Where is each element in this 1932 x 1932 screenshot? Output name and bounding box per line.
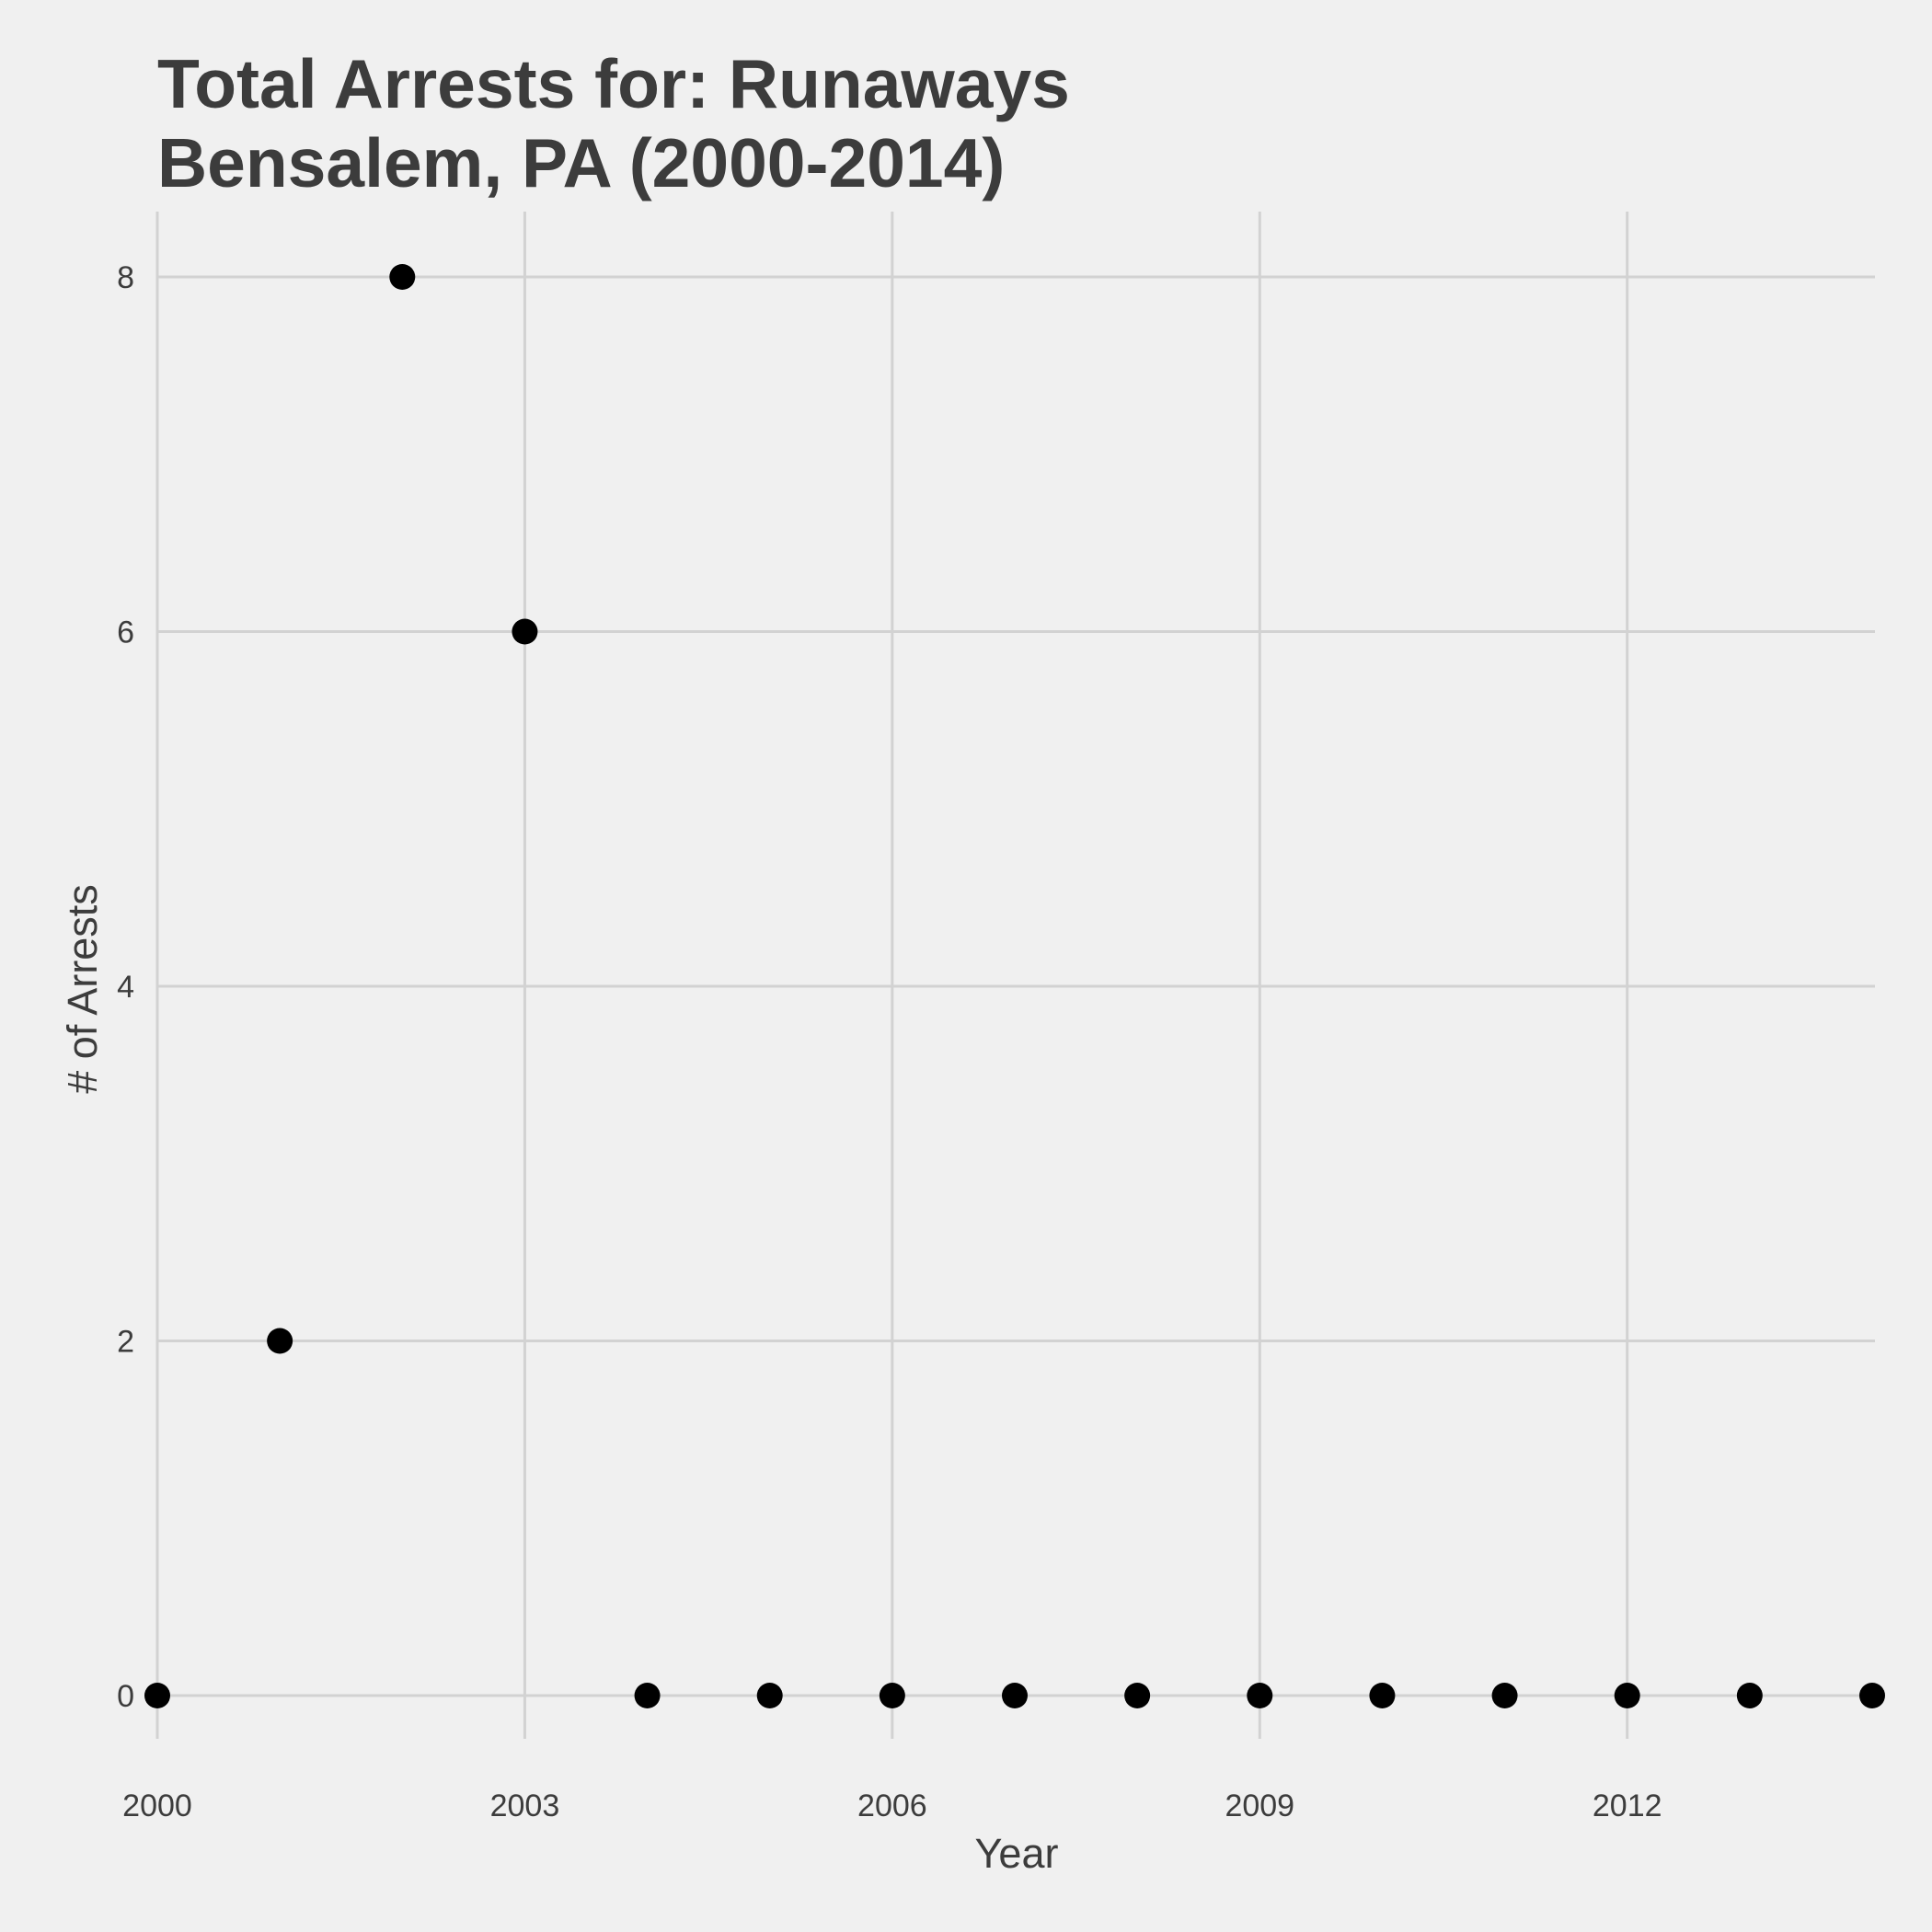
data-point [1369,1683,1396,1708]
data-point [1614,1683,1640,1708]
chart-title-block: Total Arrests for: Runaways Bensalem, PA… [157,44,1070,202]
x-tick-label: 2009 [1225,1788,1294,1823]
chart-title: Total Arrests for: Runaways [157,45,1070,122]
y-axis-title: # of Arrests [59,884,106,1094]
data-points [144,264,1885,1708]
data-point [1124,1683,1151,1708]
grid [155,212,1875,1739]
data-point [1247,1683,1273,1708]
data-point [1491,1683,1518,1708]
data-point [512,618,538,645]
data-point [1859,1683,1885,1708]
data-point [389,264,416,290]
y-tick-label: 6 [117,615,134,650]
data-point [756,1683,783,1708]
x-tick-labels: 2000 2003 2006 2009 2012 [122,1788,1662,1823]
data-point [1002,1683,1028,1708]
data-point [1736,1683,1763,1708]
x-tick-label: 2000 [122,1788,192,1823]
y-tick-label: 0 [117,1679,134,1714]
y-tick-label: 8 [117,260,134,295]
data-point [879,1683,905,1708]
data-point [634,1683,661,1708]
y-tick-label: 2 [117,1325,134,1360]
x-tick-label: 2006 [857,1788,927,1823]
y-tick-label: 4 [117,970,134,1005]
data-point [267,1328,293,1354]
x-tick-label: 2003 [490,1788,560,1823]
y-tick-labels: 0 2 4 6 8 [117,260,134,1714]
chart-subtitle: Bensalem, PA (2000-2014) [157,124,1006,201]
x-tick-label: 2012 [1593,1788,1662,1823]
x-axis-title: Year [975,1830,1059,1877]
data-point [144,1683,170,1708]
